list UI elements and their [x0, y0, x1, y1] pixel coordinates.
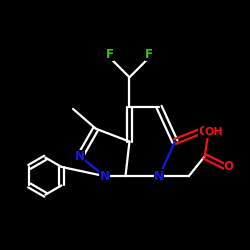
Text: O: O	[198, 125, 208, 138]
Text: N: N	[75, 150, 85, 163]
Text: N: N	[100, 170, 110, 183]
Text: OH: OH	[205, 127, 223, 137]
Text: N: N	[154, 170, 164, 183]
Text: O: O	[224, 160, 234, 173]
Text: F: F	[145, 48, 153, 61]
Text: F: F	[106, 48, 114, 61]
